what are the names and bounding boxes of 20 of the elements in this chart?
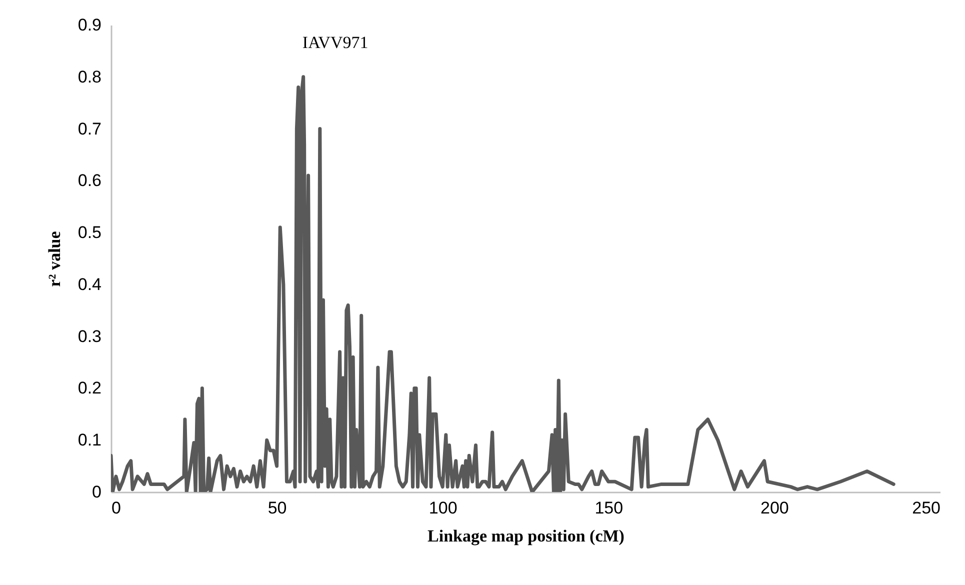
y-tick-label: 0.2	[78, 378, 102, 398]
x-tick-label: 0	[112, 498, 121, 518]
y-tick-label: 0.8	[78, 67, 102, 86]
y-tick-label: 0.7	[78, 119, 102, 138]
x-tick-label: 250	[912, 498, 940, 518]
x-tick-label: 100	[428, 498, 458, 518]
y-tick-label: 0.5	[78, 223, 102, 242]
x-axis-title: Linkage map position (cM)	[428, 526, 624, 546]
y-tick-label: 0.6	[78, 171, 102, 190]
x-tick-label: 50	[268, 498, 287, 518]
y-tick-label: 0	[92, 482, 102, 502]
y-axis-title: r² value	[44, 230, 64, 287]
y-tick-label: 0.9	[78, 16, 102, 34]
annotation: IAVV971	[302, 32, 368, 52]
x-tick-label: 200	[760, 498, 789, 518]
line-series	[111, 75, 896, 492]
y-tick-label: 0.4	[78, 274, 102, 294]
x-tick-label: 150	[594, 498, 624, 518]
y-tick-label: 0.1	[78, 430, 102, 450]
y-tick-label: 0.3	[78, 326, 102, 346]
